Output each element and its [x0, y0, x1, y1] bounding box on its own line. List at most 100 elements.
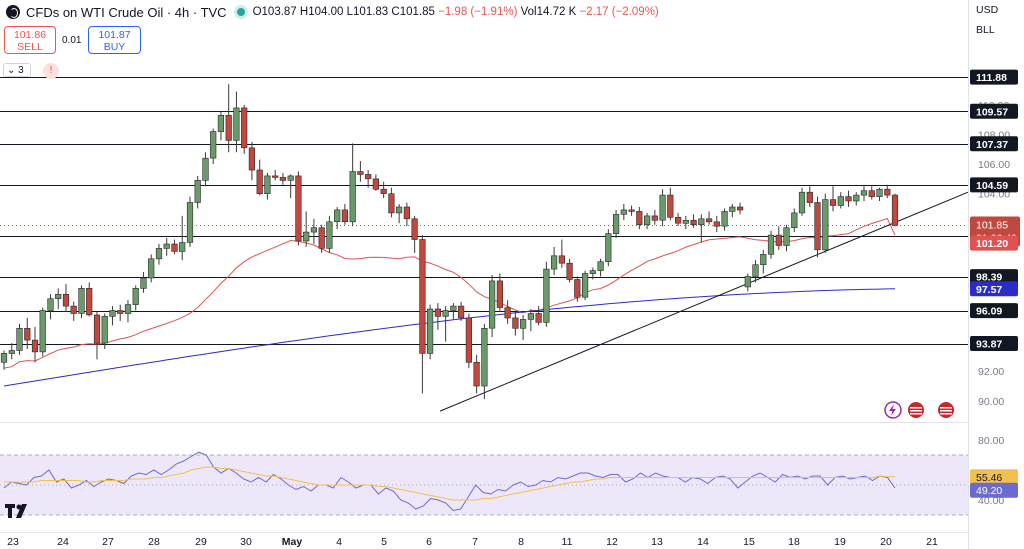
- sell-button[interactable]: 101.86 SELL: [4, 26, 56, 54]
- candle-body: [442, 310, 449, 317]
- candle-body: [155, 248, 163, 260]
- level-tag: 96.09: [976, 306, 1002, 318]
- unit-selector[interactable]: BLL: [976, 24, 995, 36]
- rsi-ma-line: [4, 466, 895, 501]
- symbol-header: CFDs on WTI Crude Oil · 4h · TVC O103.87…: [0, 0, 968, 24]
- candle-body: [488, 280, 496, 329]
- moving-average-slow-line: [3, 288, 896, 387]
- spread-value: 0.01: [62, 35, 82, 46]
- ma-slow-tag: 97.57: [976, 284, 1002, 296]
- candle-body: [512, 317, 519, 329]
- currency-selector[interactable]: USD: [976, 4, 999, 16]
- buy-button[interactable]: 101.87 BUY: [88, 26, 141, 54]
- candle-body: [659, 194, 666, 221]
- candle-body: [310, 227, 318, 233]
- candle-body: [543, 268, 550, 323]
- candle-body: [558, 255, 565, 264]
- candle-body: [853, 194, 860, 202]
- candle-body: [752, 264, 759, 277]
- candle-body: [395, 206, 403, 214]
- level-tag: 111.88: [976, 72, 1007, 84]
- candle-body: [303, 231, 310, 242]
- level-tag-bg: [970, 269, 1018, 285]
- ma-slow-tag-bg: [970, 281, 1018, 297]
- candle-body: [295, 175, 302, 242]
- candle-body: [450, 305, 457, 311]
- x-tick-label: 28: [148, 536, 160, 548]
- x-tick-label: 13: [651, 536, 663, 548]
- flash-event-icon[interactable]: [884, 401, 902, 419]
- candle-body: [814, 202, 821, 251]
- candle-body: [171, 243, 178, 252]
- candle-body: [101, 316, 108, 344]
- candle-body: [148, 258, 155, 279]
- candle-body: [132, 287, 139, 305]
- candle-body: [736, 206, 744, 211]
- x-tick-label: 6: [426, 536, 432, 548]
- candle-body: [473, 361, 480, 387]
- candle-body: [822, 199, 829, 251]
- candle-body: [504, 307, 511, 319]
- candle-body: [140, 277, 147, 289]
- candle-body: [202, 157, 209, 181]
- candle-body: [705, 218, 713, 223]
- y-tick-label: 106.00: [978, 159, 1010, 171]
- buy-label: BUY: [103, 41, 126, 53]
- warning-icon[interactable]: !: [43, 63, 59, 79]
- rsi-line: [3, 451, 896, 512]
- candle-body: [124, 304, 132, 314]
- candle-body: [605, 233, 612, 263]
- symbol-logo-icon: [6, 5, 20, 19]
- us-flag-event-icon-2[interactable]: [938, 402, 954, 418]
- y-tick-label: 90.00: [978, 396, 1004, 408]
- candle-body: [729, 206, 736, 212]
- level-tag: 93.87: [976, 339, 1002, 351]
- candle-body: [783, 227, 790, 246]
- scale-settings: USD BLL: [970, 0, 1024, 48]
- symbol-title[interactable]: CFDs on WTI Crude Oil · 4h · TVC: [26, 4, 227, 20]
- level-tag-bg: [970, 103, 1018, 119]
- x-tick-label: 24: [57, 536, 69, 548]
- candle-body: [535, 313, 542, 323]
- indicators-toggle[interactable]: ⌄ 3: [3, 63, 31, 77]
- candle-body: [465, 317, 473, 363]
- candle-body: [248, 147, 256, 171]
- candle-body: [388, 193, 395, 214]
- sell-label: SELL: [17, 41, 43, 53]
- x-tick-label: 29: [195, 536, 207, 548]
- indicator-count: 3: [18, 65, 24, 76]
- candle-body: [884, 188, 891, 196]
- level-tag: 109.57: [976, 106, 1008, 118]
- candle-body: [86, 287, 93, 316]
- candle-body: [868, 190, 875, 197]
- level-tag: 107.37: [976, 139, 1008, 151]
- candle-body: [341, 209, 349, 222]
- x-tick-label: 8: [518, 536, 524, 548]
- candle-body: [434, 308, 442, 317]
- candle-body: [380, 188, 387, 194]
- candle-body: [365, 174, 372, 180]
- x-tick-label: 5: [381, 536, 387, 548]
- us-flag-event-icon[interactable]: [908, 402, 924, 418]
- rsi-ma-tag-bg: [970, 469, 1018, 485]
- level-tag-bg: [970, 336, 1018, 352]
- candle-body: [217, 115, 225, 132]
- candle-body: [62, 293, 70, 307]
- rsi-ma-tag: 55.46: [976, 472, 1002, 484]
- candle-body: [651, 215, 658, 221]
- event-icons: [884, 401, 954, 419]
- candle-body: [713, 221, 720, 227]
- level-tag-bg: [970, 303, 1018, 319]
- candle-body: [767, 234, 775, 255]
- candle-body: [597, 261, 604, 271]
- buy-price: 101.87: [98, 29, 131, 41]
- ma-fast-tag: 101.20: [976, 238, 1008, 250]
- price-change: −1.98 (−1.91%): [438, 6, 518, 18]
- market-open-icon: [236, 8, 245, 16]
- candle-body: [16, 327, 23, 351]
- rsi-value-tag-bg: [970, 482, 1018, 498]
- level-tag-bg: [970, 177, 1018, 193]
- candle-body: [78, 287, 85, 314]
- chevron-down-icon: ⌄: [7, 65, 16, 76]
